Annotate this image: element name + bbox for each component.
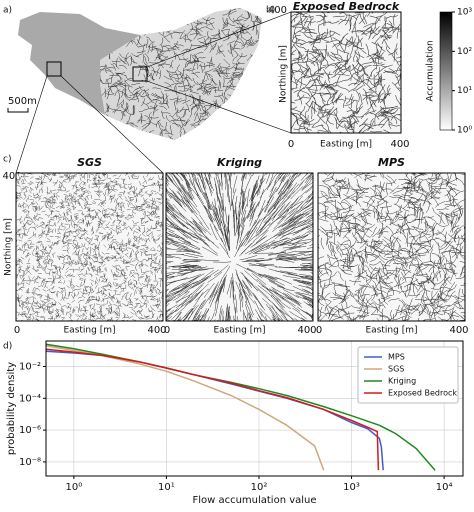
map-frame	[290, 11, 402, 134]
x-min: 0	[288, 139, 294, 150]
panel-label: c)	[3, 155, 11, 165]
x-label: Easting [m]	[64, 326, 116, 336]
x-max: 400	[147, 325, 166, 336]
x-tick-label: 10⁰	[65, 482, 82, 493]
colorbar-tick-label: 10¹	[457, 86, 472, 96]
connector	[146, 80, 292, 134]
scale-bar	[7, 108, 29, 113]
y-tick-label: 10⁻⁸	[19, 457, 41, 468]
x-min: 0	[164, 325, 170, 336]
legend-label: Kriging	[388, 377, 416, 386]
x-tick-label: 10³	[343, 482, 360, 493]
colorbar-label: Accumulation	[426, 40, 436, 101]
x-label: Easting [m]	[366, 326, 418, 336]
map-frame	[165, 172, 314, 322]
x-label: Easting [m]	[214, 326, 266, 336]
texture	[15, 172, 164, 322]
series-line	[45, 343, 436, 471]
x-max: 400	[390, 139, 409, 150]
colorbar-tick-label: 10²	[457, 47, 472, 57]
map-frame	[317, 172, 466, 322]
series-line	[45, 345, 325, 471]
plot-frame	[45, 340, 464, 477]
colorbar-tick-label: 10³	[457, 8, 472, 18]
x-label: Easting [m]	[320, 140, 372, 150]
y-label: Northing [m]	[279, 45, 289, 103]
inset-box	[46, 61, 62, 77]
y-tick-label: 10⁻²	[19, 361, 41, 372]
legend-label: Exposed Bedrock	[388, 389, 457, 398]
series-line	[45, 348, 380, 471]
map-frame	[15, 172, 164, 322]
x-tick-label: 10¹	[158, 482, 175, 493]
x-tick-label: 10²	[251, 482, 268, 493]
x-max: 400	[297, 325, 316, 336]
legend-label: MPS	[388, 353, 405, 362]
map-title: Kriging	[217, 156, 262, 169]
y-tick-label: 10⁻⁴	[19, 393, 41, 404]
inset-box	[132, 66, 148, 82]
map-title: SGS	[77, 156, 102, 169]
y-label: Northing [m]	[4, 218, 14, 276]
series-line	[45, 350, 384, 471]
scale-text: 500m	[8, 96, 37, 107]
y-tick-label: 10⁻⁶	[19, 425, 41, 436]
y-max: 400	[2, 171, 21, 182]
y-max: 400	[268, 5, 287, 16]
panel-label: a)	[3, 6, 12, 16]
x-min: 0	[316, 325, 322, 336]
panel-label: b)	[266, 6, 275, 16]
x-min: 0	[14, 325, 20, 336]
x-tick-label: 10⁴	[436, 482, 453, 493]
colorbar-tick-label: 10⁰	[457, 126, 472, 136]
x-axis-label: Flow accumulation value	[192, 495, 316, 506]
y-axis-label: probability density	[6, 362, 17, 455]
colorbar	[439, 11, 453, 131]
connector	[60, 75, 164, 174]
connector	[15, 75, 48, 174]
texture	[317, 172, 466, 322]
x-max: 400	[449, 325, 468, 336]
connector	[146, 11, 292, 68]
legend-label: SGS	[388, 365, 404, 374]
panel-title: Exposed Bedrock	[293, 0, 400, 13]
legend-box	[357, 346, 459, 404]
panel-label: d)	[3, 342, 12, 352]
map-title: MPS	[378, 156, 405, 169]
